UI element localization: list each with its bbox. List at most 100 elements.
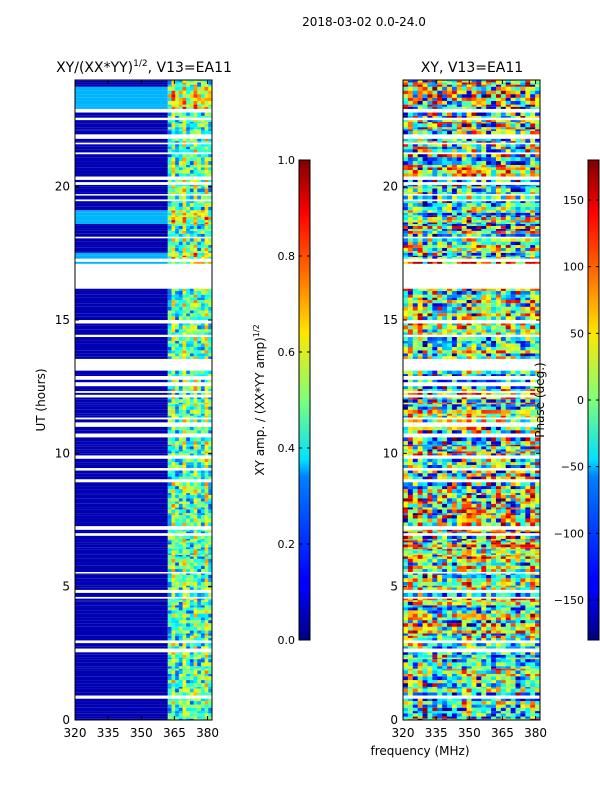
heatmap-cell [182, 245, 187, 248]
heatmap-cell [437, 446, 443, 450]
heatmap-cell [193, 86, 198, 91]
heatmap-cell [193, 607, 198, 611]
heatmap-cell [471, 547, 477, 550]
heatmap-cell [175, 347, 180, 351]
heatmap-cell [208, 718, 212, 720]
heatmap-cell [178, 680, 184, 684]
heatmap-cell [175, 392, 180, 395]
heatmap-cell [186, 542, 191, 545]
heatmap-cell [505, 676, 512, 681]
heatmap-cell [167, 652, 172, 655]
heatmap-cell [182, 84, 187, 87]
heatmap-cell [442, 498, 448, 502]
heatmap-cell [447, 587, 453, 590]
heatmap-cell [204, 115, 209, 118]
heatmap-cell [171, 598, 176, 601]
heatmap-cell [189, 598, 195, 601]
heatmap-cell [505, 464, 512, 469]
heatmap-cell [75, 449, 168, 452]
heatmap-cell [178, 501, 184, 504]
heatmap-cell [412, 617, 419, 621]
heatmap-cell [442, 558, 448, 563]
heatmap-cell [525, 630, 531, 634]
heatmap-cell [204, 347, 209, 351]
heatmap-cell [505, 486, 512, 490]
heatmap-cell [182, 718, 187, 720]
heatmap-cell [193, 601, 198, 606]
heatmap-cell [491, 513, 497, 516]
heatmap-cell [167, 313, 172, 317]
heatmap-cell [515, 670, 521, 674]
heatmap-cell [189, 223, 195, 226]
heatmap-cell [193, 419, 198, 423]
heatmap-cell [171, 154, 176, 158]
heatmap-cell [167, 688, 172, 693]
heatmap-cell [403, 657, 409, 660]
heatmap-cell [197, 120, 202, 123]
heatmap-cell [481, 503, 487, 508]
heatmap-cell [175, 522, 180, 527]
heatmap-cell [456, 718, 463, 720]
heatmap-cell [178, 522, 184, 527]
heatmap-cell [175, 531, 180, 534]
heatmap-cell [167, 415, 172, 418]
heatmap-cell [515, 518, 521, 523]
heatmap-cell [182, 610, 187, 614]
heatmap-cell [466, 529, 472, 532]
heatmap-cell [178, 713, 184, 717]
heatmap-cell [427, 509, 433, 514]
heatmap-cell [481, 446, 487, 450]
heatmap-cell [193, 540, 198, 543]
heatmap-cell [535, 623, 540, 627]
heatmap-cell [481, 607, 487, 611]
heatmap-cell [451, 453, 458, 456]
heatmap-cell [208, 141, 212, 143]
heatmap-cell [189, 509, 195, 514]
heatmap-cell [403, 630, 409, 634]
heatmap-cell [182, 601, 187, 606]
heatmap-cell [500, 673, 507, 677]
heatmap-cell [530, 620, 536, 624]
heatmap-cell [175, 297, 180, 300]
heatmap-cell [403, 680, 409, 684]
heatmap-cell [189, 470, 195, 474]
heatmap-cell [171, 297, 176, 300]
heatmap-cell [535, 565, 540, 570]
heatmap-cell [178, 701, 184, 705]
heatmap-cell [510, 585, 517, 588]
heatmap-cell [422, 673, 428, 677]
heatmap-cell [500, 711, 507, 714]
heatmap-cell [167, 503, 172, 508]
heatmap-cell [505, 573, 512, 575]
heatmap-cell [447, 676, 453, 681]
heatmap-cell [200, 100, 206, 105]
heatmap-cell [204, 585, 209, 588]
heatmap-cell [476, 713, 482, 717]
heatmap-cell [407, 542, 414, 545]
heatmap-cell [481, 449, 487, 452]
heatmap-cell [167, 535, 172, 540]
heatmap-cell [175, 404, 180, 407]
heatmap-cell [182, 666, 187, 669]
heatmap-cell [447, 701, 453, 705]
heatmap-cell [451, 515, 458, 519]
heatmap-cell [437, 713, 443, 717]
heatmap-cell [175, 112, 180, 116]
heatmap-cell [208, 581, 212, 586]
heatmap-cell [515, 600, 521, 602]
heatmap-cell [175, 397, 180, 400]
heatmap-cell [75, 233, 168, 237]
heatmap-cell [186, 544, 191, 548]
heatmap-cell [167, 592, 172, 597]
heatmap-cell [186, 120, 191, 123]
heatmap-cell [167, 130, 172, 135]
heatmap-cell [186, 144, 191, 147]
heatmap-cell [200, 670, 206, 674]
heatmap-cell [437, 605, 443, 608]
heatmap-cell [189, 238, 195, 242]
heatmap-cell [442, 657, 448, 660]
heatmap-cell [171, 670, 176, 674]
heatmap-cell [75, 581, 168, 586]
heatmap-cell [535, 698, 540, 702]
heatmap-cell [171, 356, 176, 359]
